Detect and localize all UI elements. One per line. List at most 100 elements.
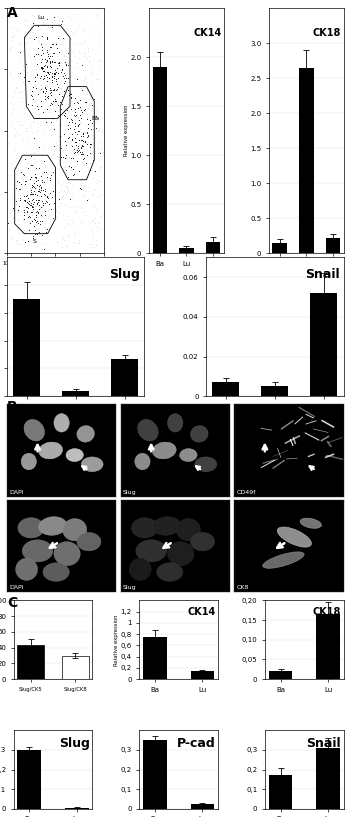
Point (38, 96, 44, 109)
Point (96, 187, 102, 200)
Point (87, 137, 92, 150)
Point (49, 18, 55, 31)
Bar (269, 672, 293, 679)
Point (58, 185, 64, 198)
Point (67, 11, 72, 24)
Point (68, 92, 74, 105)
Point (17, 36, 23, 49)
Point (82, 102, 88, 115)
Text: Slug: Slug (109, 269, 140, 282)
Point (76, 236, 82, 249)
Point (46, 92, 51, 105)
Point (74, 107, 79, 120)
Point (39, 181, 44, 194)
Point (42, 182, 48, 195)
Point (69, 160, 74, 173)
Point (33, 193, 39, 206)
Point (68, 28, 73, 41)
Point (36, 190, 41, 203)
Point (44, 32, 50, 45)
Point (64, 163, 69, 176)
Point (66, 54, 72, 67)
Point (62, 221, 67, 234)
Point (59, 150, 64, 163)
Point (45, 203, 51, 217)
Point (34, 111, 39, 124)
Point (52, 159, 58, 172)
Point (75, 139, 81, 152)
Point (40, 29, 45, 42)
Point (35, 47, 41, 60)
Point (81, 104, 87, 117)
Point (83, 134, 88, 147)
Point (78, 215, 84, 228)
Point (98, 159, 103, 172)
Point (74, 23, 79, 36)
Ellipse shape (135, 453, 150, 470)
Point (13, 198, 19, 211)
Point (22, 175, 28, 188)
Point (52, 185, 58, 199)
Ellipse shape (138, 419, 158, 441)
Point (78, 103, 84, 116)
Point (83, 71, 88, 84)
Point (76, 234, 82, 247)
Point (52, 163, 57, 176)
Point (42, 204, 48, 217)
Point (70, 178, 75, 191)
Point (49, 69, 54, 83)
Point (71, 142, 76, 155)
Point (73, 37, 78, 50)
Bar (17, 750, 41, 809)
Point (47, 173, 52, 186)
Point (17, 118, 23, 132)
Point (12, 130, 18, 143)
Point (52, 104, 57, 117)
Point (41, 243, 46, 256)
Point (44, 195, 50, 208)
Point (31, 132, 36, 145)
Point (88, 224, 93, 237)
Point (80, 135, 85, 148)
Ellipse shape (136, 540, 167, 562)
Text: Lu: Lu (37, 16, 44, 20)
Point (17, 191, 23, 204)
Point (44, 90, 50, 103)
Point (60, 233, 65, 246)
Point (74, 206, 79, 219)
Point (51, 67, 57, 80)
Point (8, 95, 14, 108)
Point (76, 119, 81, 132)
Point (23, 140, 28, 153)
Point (28, 88, 34, 101)
Point (24, 15, 29, 28)
Point (37, 83, 43, 96)
Point (10, 30, 16, 43)
Point (39, 56, 44, 69)
Point (74, 154, 79, 167)
Point (67, 193, 73, 206)
Point (7, 172, 13, 185)
Point (10, 90, 16, 103)
Point (93, 145, 98, 158)
Point (41, 37, 47, 50)
Point (28, 198, 34, 211)
Point (37, 23, 42, 36)
Point (88, 148, 93, 161)
Point (50, 166, 56, 179)
Point (31, 213, 37, 226)
Point (65, 210, 71, 223)
Point (50, 56, 55, 69)
Point (30, 199, 36, 212)
Point (71, 147, 77, 160)
Point (68, 33, 73, 46)
Point (34, 123, 40, 136)
Point (40, 47, 45, 60)
Point (99, 141, 104, 154)
Point (25, 189, 30, 202)
Point (39, 63, 45, 76)
Point (39, 209, 45, 222)
Point (40, 41, 45, 54)
Point (32, 185, 37, 198)
Point (7, 61, 13, 74)
